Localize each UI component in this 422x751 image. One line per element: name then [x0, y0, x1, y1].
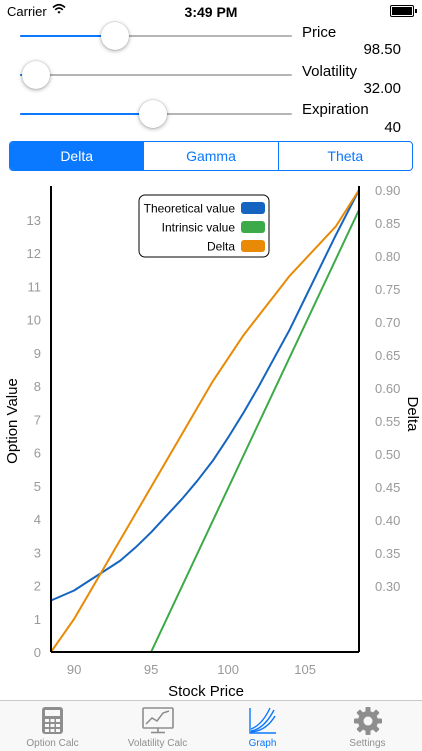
y-tick-label: 12 — [27, 246, 41, 261]
y-tick-label: 9 — [34, 346, 41, 361]
legend-swatch — [241, 202, 265, 214]
price-value: 98.50 — [363, 41, 401, 58]
series-line-2 — [50, 189, 360, 653]
y2-tick-label: 0.65 — [375, 348, 400, 363]
tab-option-calc-label: Option Calc — [26, 738, 79, 749]
status-time: 3:49 PM — [184, 4, 238, 20]
y2-tick-label: 0.85 — [375, 216, 400, 231]
expiration-slider[interactable] — [20, 100, 292, 128]
y2-tick-label: 0.30 — [375, 579, 400, 594]
y-tick-label: 6 — [34, 446, 41, 461]
segment-delta[interactable]: Delta — [10, 142, 144, 170]
y2-tick-label: 0.60 — [375, 381, 400, 396]
volatility-label: Volatility — [302, 63, 358, 80]
expiration-slider-fill — [20, 113, 154, 115]
series-line-1 — [51, 209, 360, 653]
graph-type-segmented-control: Delta Gamma Theta — [9, 141, 413, 171]
monitor-chart-icon — [105, 705, 210, 735]
y-tick-label: 7 — [34, 412, 41, 427]
expiration-label: Expiration — [302, 101, 369, 118]
status-bar: Carrier 3:49 PM — [0, 0, 422, 22]
x-axis-title: Stock Price — [168, 683, 244, 700]
legend-box — [138, 194, 270, 258]
x-tick-label: 90 — [67, 662, 81, 677]
segment-theta[interactable]: Theta — [277, 142, 412, 170]
battery-icon — [390, 5, 417, 17]
expiration-slider-thumb[interactable] — [139, 100, 168, 128]
price-slider-fill — [20, 35, 116, 37]
tab-volatility-calc[interactable]: Volatility Calc — [105, 701, 210, 751]
series-line-0 — [50, 189, 360, 602]
y-tick-label: 0 — [34, 645, 41, 660]
legend-label: Delta — [207, 240, 235, 254]
y2-tick-label: 0.80 — [375, 249, 400, 264]
volatility-slider-row: Volatility 32.00 — [0, 57, 422, 97]
option-graph: 0 1 2 3 4 5 6 7 8 9 10 11 12 13 0.30 0.35 0.40 0.45 0.50 0.… — [0, 186, 422, 700]
expiration-value: 40 — [384, 119, 401, 136]
y-tick-label: 2 — [34, 579, 41, 594]
price-slider-row: Price 98.50 — [0, 18, 422, 58]
tab-volatility-calc-label: Volatility Calc — [127, 738, 188, 749]
y2-tick-label: 0.35 — [375, 546, 400, 561]
tab-settings[interactable]: Settings — [315, 701, 420, 751]
y-tick-label: 10 — [27, 313, 41, 328]
y-tick-label: 3 — [34, 545, 41, 560]
volatility-slider[interactable] — [20, 61, 292, 89]
y-tick-label: 5 — [34, 479, 41, 494]
option-graph-svg: 0123456789101112130.300.350.400.450.500.… — [4, 186, 421, 700]
y2-axis-title: Delta — [404, 396, 421, 432]
y2-tick-label: 0.75 — [375, 282, 400, 297]
x-tick-label: 95 — [144, 662, 158, 677]
wifi-icon — [52, 3, 66, 18]
price-slider-thumb[interactable] — [101, 22, 130, 50]
carrier-label: Carrier — [7, 4, 47, 19]
y-tick-label: 4 — [34, 512, 41, 527]
volatility-value: 32.00 — [363, 80, 401, 97]
gear-icon — [315, 705, 420, 735]
y-axis-title: Option Value — [4, 378, 21, 464]
tab-bar: Option Calc Volatility Calc Graph — [0, 700, 422, 751]
legend-label: Theoretical value — [144, 202, 236, 216]
y-tick-label: 8 — [34, 379, 41, 394]
x-tick-label: 105 — [294, 662, 316, 677]
tab-settings-label: Settings — [349, 738, 386, 749]
y2-tick-label: 0.70 — [375, 315, 400, 330]
y2-tick-label: 0.40 — [375, 513, 400, 528]
x-tick-label: 100 — [217, 662, 239, 677]
calculator-icon — [0, 705, 105, 735]
legend-swatch — [241, 240, 265, 252]
legend-swatch — [241, 221, 265, 233]
y-tick-label: 13 — [27, 213, 41, 228]
graph-icon — [210, 705, 315, 735]
tab-graph[interactable]: Graph — [210, 701, 315, 751]
price-slider[interactable] — [20, 22, 292, 50]
segment-gamma[interactable]: Gamma — [143, 142, 277, 170]
tab-option-calc[interactable]: Option Calc — [0, 701, 105, 751]
volatility-slider-thumb[interactable] — [22, 61, 51, 89]
y-tick-label: 11 — [28, 279, 42, 294]
tab-graph-label: Graph — [248, 738, 277, 749]
y2-tick-label: 0.90 — [375, 186, 400, 198]
y2-tick-label: 0.55 — [375, 414, 400, 429]
price-label: Price — [302, 24, 337, 41]
y2-tick-label: 0.45 — [375, 480, 400, 495]
expiration-slider-row: Expiration 40 — [0, 96, 422, 136]
legend-label: Intrinsic value — [162, 221, 236, 235]
y-tick-label: 1 — [34, 612, 41, 627]
y2-tick-label: 0.50 — [375, 447, 400, 462]
